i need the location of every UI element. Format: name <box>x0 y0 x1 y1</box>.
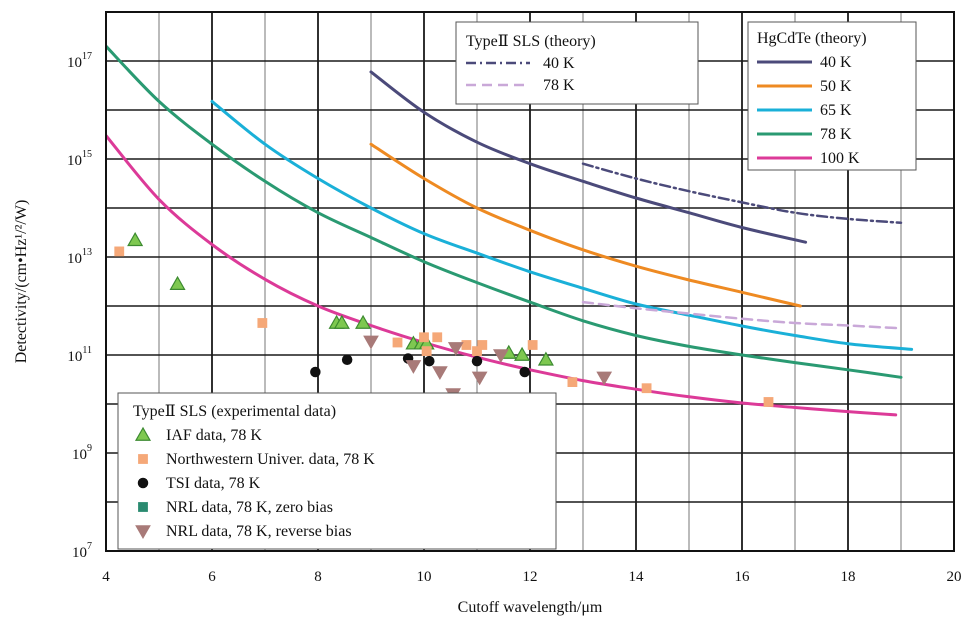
x-tick-label: 14 <box>629 569 645 585</box>
data-point <box>514 346 531 361</box>
data-point <box>138 454 148 464</box>
theory-curve <box>369 70 808 244</box>
x-axis-label: Cutoff wavelength/μm <box>458 599 603 616</box>
data-point <box>477 340 488 350</box>
theory-curve <box>581 300 903 330</box>
y-tick-label: 109 <box>72 443 92 463</box>
plot-frame <box>105 11 955 552</box>
data-point <box>134 426 152 441</box>
x-tick-label: 18 <box>841 569 856 585</box>
legend-entry-label: NRL data, 78 K, reverse bias <box>166 523 352 540</box>
data-point <box>138 502 148 512</box>
theory-curve <box>106 44 903 379</box>
tick-labels: 4 6 8 10 12 14 16 18 20 107 109 1011 1013 1015 1017 <box>67 51 962 585</box>
data-point <box>471 371 488 386</box>
data-point <box>405 360 422 374</box>
sls-theory-legend-title: TypeⅡ SLS (theory) <box>466 33 596 50</box>
x-tick-label: 6 <box>208 569 216 585</box>
data-point <box>641 383 652 394</box>
data-point <box>763 397 774 407</box>
data-point <box>472 346 482 357</box>
y-axis-label: Detectivity/(cm•Hz¹/²/W) <box>13 200 30 364</box>
data-point <box>567 377 578 387</box>
data-point <box>169 275 186 290</box>
x-tick-label: 10 <box>417 569 432 585</box>
sls-theory-legend-box <box>455 21 699 105</box>
data-point <box>257 318 268 328</box>
data-point <box>432 332 443 343</box>
y-tick-label: 1017 <box>67 51 92 71</box>
legend-entry-label: 100 K <box>820 150 860 167</box>
legend-entry-label: 40 K <box>543 55 575 72</box>
data-point <box>519 366 530 378</box>
data-point <box>424 355 435 367</box>
legend-entry-label: NRL data, 78 K, zero bias <box>166 499 333 516</box>
y-tick-label: 107 <box>72 541 92 561</box>
data-point <box>471 355 483 367</box>
data-point <box>492 349 509 364</box>
data-point <box>421 346 432 357</box>
theory-curve <box>581 162 903 225</box>
data-point <box>392 337 403 348</box>
hgcdte-legend-title: HgCdTe (theory) <box>757 30 867 47</box>
theory-curve <box>210 99 914 351</box>
x-tick-label: 20 <box>947 569 962 585</box>
data-point <box>363 335 379 350</box>
y-tick-label: 1015 <box>67 149 92 169</box>
legend-entry-label: 78 K <box>543 77 575 94</box>
y-tick-label: 1013 <box>67 247 92 267</box>
experimental-legend-box <box>117 392 557 550</box>
experimental-points <box>114 232 774 407</box>
legend-entry-label: 78 K <box>820 126 852 143</box>
legend-entry-label: 50 K <box>820 78 852 95</box>
theory-curve <box>369 142 802 308</box>
theory-curve <box>106 134 898 417</box>
data-point <box>137 477 149 489</box>
data-point <box>527 340 538 350</box>
data-point <box>419 332 429 343</box>
data-point <box>447 342 464 356</box>
legend-entry-label: Northwestern Univer. data, 78 K <box>166 451 375 468</box>
data-point <box>127 232 144 247</box>
data-point <box>114 246 125 257</box>
data-point <box>537 351 554 366</box>
theory-curves <box>106 44 914 417</box>
hgcdte-legend-box <box>747 21 917 171</box>
legend-entry-label: TSI data, 78 K <box>166 475 261 492</box>
data-point <box>341 354 353 365</box>
data-point <box>310 366 321 378</box>
data-point <box>461 340 472 350</box>
legend-entry-label: 65 K <box>820 102 852 119</box>
data-point <box>333 314 350 329</box>
data-point <box>596 371 613 386</box>
experimental-legend-title: TypeⅡ SLS (experimental data) <box>133 403 336 420</box>
x-tick-label: 4 <box>102 569 110 585</box>
data-point <box>135 525 151 540</box>
x-tick-label: 8 <box>314 569 322 585</box>
legends: TypeⅡ SLS (theory) 40 K 78 K HgCdTe (theory… <box>117 21 917 550</box>
data-point <box>432 366 448 381</box>
legend-entry-label: 40 K <box>820 54 852 71</box>
data-point <box>355 314 372 329</box>
legend-entry-label: IAF data, 78 K <box>166 427 262 444</box>
y-tick-label: 1011 <box>67 345 92 365</box>
x-tick-label: 12 <box>523 569 538 585</box>
x-tick-label: 16 <box>735 569 751 585</box>
